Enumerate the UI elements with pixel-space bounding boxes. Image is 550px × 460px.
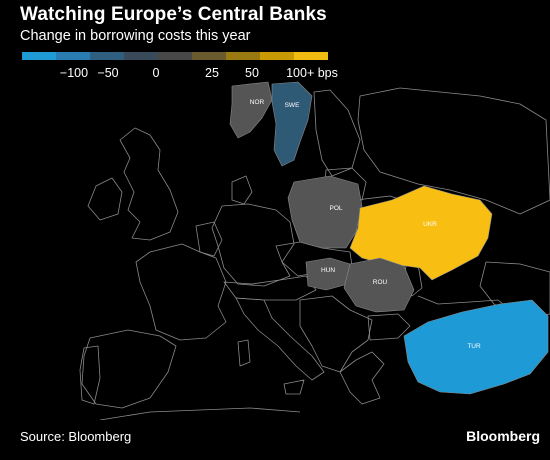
legend-label: −100 xyxy=(59,66,89,80)
balkans-outline xyxy=(299,295,373,373)
legend-color-bar xyxy=(22,52,328,60)
ireland-outline xyxy=(87,177,123,221)
germany-outline xyxy=(211,203,295,287)
legend-label: 0 xyxy=(152,66,160,80)
country-ukr xyxy=(349,185,493,281)
sardinia-outline xyxy=(237,339,251,367)
chart-subtitle: Change in borrowing costs this year xyxy=(20,28,251,44)
legend-swatch xyxy=(22,52,56,60)
label-ukr: UKR xyxy=(423,221,437,228)
legend-swatch xyxy=(226,52,260,60)
legend-swatch xyxy=(260,52,294,60)
bulgaria-outline xyxy=(367,313,411,341)
legend-label: 100+ bps xyxy=(286,66,338,80)
brand-logo: Bloomberg xyxy=(466,428,540,444)
source-note: Source: Bloomberg xyxy=(20,429,132,444)
iberia-outline xyxy=(81,329,177,409)
uk-outline xyxy=(119,127,179,241)
legend-swatch xyxy=(158,52,192,60)
france-outline xyxy=(135,243,227,341)
country-swe xyxy=(271,81,313,167)
sicily-outline xyxy=(283,379,305,395)
label-swe: SWE xyxy=(285,102,300,109)
north-africa-coast xyxy=(99,407,301,420)
denmark-outline xyxy=(231,175,253,205)
legend-label: 50 xyxy=(245,66,259,80)
legend-swatch xyxy=(192,52,226,60)
legend-label: 25 xyxy=(205,66,219,80)
legend-swatch xyxy=(124,52,158,60)
country-nor xyxy=(229,81,273,139)
benelux-outline xyxy=(195,221,223,257)
country-pol xyxy=(287,175,363,249)
legend-swatch xyxy=(56,52,90,60)
italy-outline xyxy=(235,297,325,381)
label-hun: HUN xyxy=(321,267,335,274)
chart-title: Watching Europe’s Central Banks xyxy=(20,4,327,25)
highlighted-countries xyxy=(229,81,549,395)
label-nor: NOR xyxy=(250,99,265,106)
country-rou xyxy=(343,257,415,313)
portugal-outline xyxy=(79,345,101,405)
legend: −100 −50 0 25 50 100+ bps xyxy=(22,52,542,82)
country-tur xyxy=(403,299,549,395)
label-tur: TUR xyxy=(467,343,481,350)
europe-map: NOR SWE POL UKR HUN ROU TUR xyxy=(79,81,550,420)
finland-outline xyxy=(313,89,361,177)
country-hun xyxy=(305,257,351,291)
greece-outline xyxy=(339,351,385,405)
russia-outline xyxy=(357,87,550,215)
label-rou: ROU xyxy=(373,279,388,286)
country-labels: NOR SWE POL UKR HUN ROU TUR xyxy=(250,99,481,350)
legend-swatch xyxy=(90,52,124,60)
legend-label: −50 xyxy=(97,66,119,80)
legend-swatch xyxy=(294,52,328,60)
swiss-austria-outline xyxy=(223,275,317,301)
label-pol: POL xyxy=(329,205,342,212)
